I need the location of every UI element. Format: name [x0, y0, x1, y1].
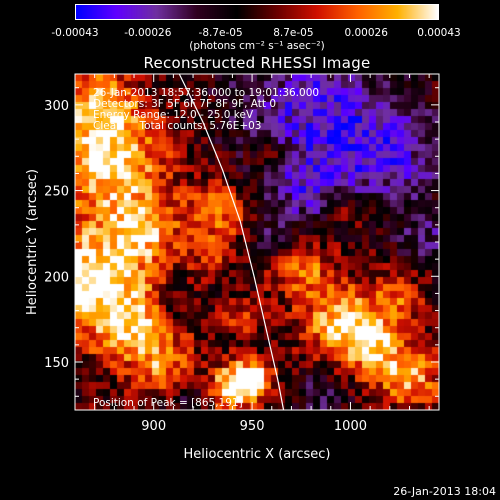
heatmap-image: [75, 74, 439, 410]
colorbar-tick-label: -8.7e-05: [198, 27, 243, 39]
x-axis-title: Heliocentric X (arcsec): [184, 447, 331, 462]
y-axis-title: Heliocentric Y (arcsec): [25, 169, 40, 315]
colorbar-tick-label: 0.00026: [344, 27, 388, 39]
x-tick-label: 1000: [334, 419, 367, 434]
peak-position-annotation: Position of Peak = [865,191]: [93, 397, 243, 409]
y-tick-label: 150: [44, 356, 69, 371]
solar-limb-line: [178, 73, 285, 411]
energy-range-annotation: Energy Range: 12.0 - 25.0 keV: [93, 109, 254, 121]
chart-title: Reconstructed RHESSI Image: [143, 54, 371, 72]
colorbar-tick-label: 0.00043: [417, 27, 461, 39]
colorbar-tick-label: 8.7e-05: [273, 27, 314, 39]
footer-date-stamp: 26-Jan-2013 18:04: [393, 485, 496, 498]
detectors-annotation: Detectors: 3F 5F 6F 7F 8F 9F, Att 0: [93, 98, 276, 110]
colorbar-unit-label: (photons cm⁻² s⁻¹ asec⁻²): [189, 40, 325, 52]
x-axis-ticks: 900 950 1000: [74, 74, 430, 434]
colorbar-tick-label: -0.00026: [124, 27, 172, 39]
y-tick-label: 300: [44, 99, 69, 114]
x-tick-label: 900: [141, 419, 166, 434]
x-tick-label: 950: [240, 419, 265, 434]
clean-counts-annotation: Clean Total counts: 5.76E+03: [93, 120, 262, 132]
y-tick-label: 250: [44, 185, 69, 200]
y-tick-label: 200: [44, 270, 69, 285]
time-range-annotation: 26-Jan-2013 18:57:36.000 to 19:01:36.000: [93, 87, 319, 99]
colorbar-tick-label: -0.00043: [51, 27, 99, 39]
y-axis-ticks: 150 200 250 300: [44, 87, 439, 397]
colorbar: [75, 4, 439, 20]
